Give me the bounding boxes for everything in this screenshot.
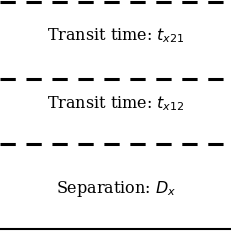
Text: Transit time: $t_{x21}$: Transit time: $t_{x21}$ <box>47 27 184 45</box>
Text: Separation: $D_x$: Separation: $D_x$ <box>56 178 175 198</box>
Text: Transit time: $t_{x12}$: Transit time: $t_{x12}$ <box>47 94 184 112</box>
